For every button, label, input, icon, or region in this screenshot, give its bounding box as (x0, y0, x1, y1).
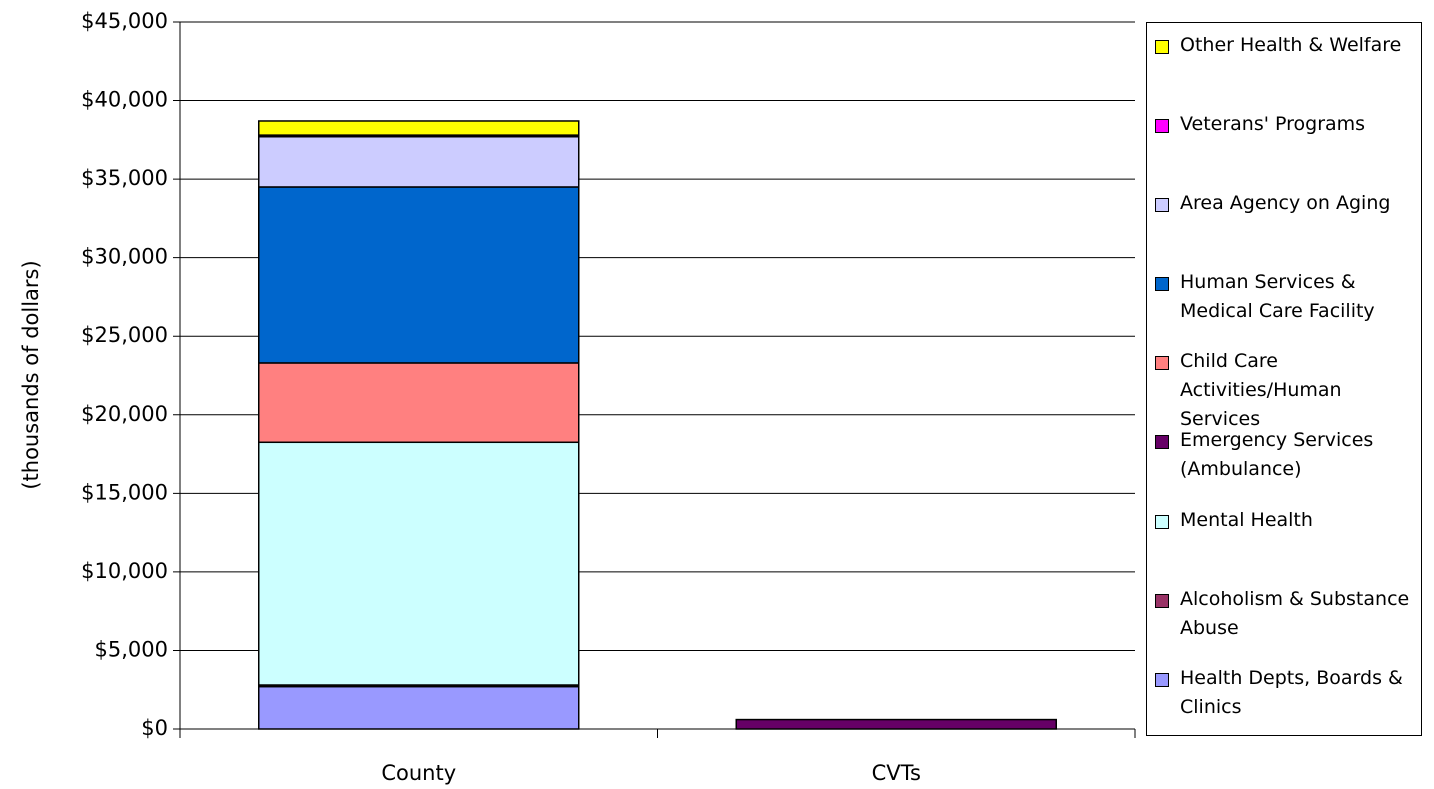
legend-label: Health Depts, Boards & Clinics (1180, 667, 1403, 718)
legend-label: Child Care Activities/Human Services (1180, 350, 1342, 430)
legend-swatch (1155, 356, 1169, 370)
legend-swatch (1155, 40, 1169, 54)
y-tick-label: $20,000 (81, 402, 168, 426)
legend: Other Health & Welfare Veterans' Programs… (1146, 22, 1422, 736)
legend-entry: Veterans' Programs (1155, 110, 1419, 139)
y-tick-label: $45,000 (81, 9, 168, 33)
legend-label: Alcoholism & Substance Abuse (1180, 588, 1410, 639)
bar-segment (735, 718, 1057, 730)
legend-entry: Child Care Activities/Human Services (1155, 347, 1419, 434)
y-tick-label: $5,000 (95, 637, 168, 661)
bar-segment (258, 362, 580, 444)
y-tick-label: $25,000 (81, 323, 168, 347)
y-tick-label: $0 (141, 716, 168, 740)
x-tick-label: CVTs (872, 761, 921, 785)
legend-swatch (1155, 673, 1169, 687)
chart: (thousands of dollars) $0 $5,000 $10,000 $1… (19, 9, 1136, 785)
legend-label: Human Services & Medical Care Facility (1180, 271, 1375, 322)
legend-label: Emergency Services (Ambulance) (1180, 429, 1374, 480)
legend-swatch (1155, 515, 1169, 529)
legend-label: Other Health & Welfare (1180, 34, 1402, 56)
legend-entry: Alcoholism & Substance Abuse (1155, 585, 1419, 643)
legend-swatch (1155, 594, 1169, 608)
bar-segment (258, 441, 580, 686)
legend-entry: Health Depts, Boards & Clinics (1155, 664, 1419, 722)
x-tick-label: County (381, 761, 456, 785)
legend-entry: Emergency Services (Ambulance) (1155, 426, 1419, 484)
y-tick-label: $10,000 (81, 559, 168, 583)
legend-entry: Other Health & Welfare (1155, 31, 1419, 60)
y-tick-label: $30,000 (81, 245, 168, 269)
legend-entry: Mental Health (1155, 506, 1419, 535)
y-axis-title: (thousands of dollars) (19, 260, 43, 489)
legend-label: Veterans' Programs (1180, 113, 1366, 135)
y-tick-label: $35,000 (81, 166, 168, 190)
y-tick-label: $40,000 (81, 88, 168, 112)
bar-segment (258, 135, 580, 188)
legend-entry: Area Agency on Aging (1155, 189, 1419, 218)
legend-entry: Human Services & Medical Care Facility (1155, 268, 1419, 326)
bar-segment (258, 120, 580, 136)
bar-segment (258, 186, 580, 364)
legend-swatch (1155, 435, 1169, 449)
y-tick-label: $15,000 (81, 480, 168, 504)
legend-swatch (1155, 198, 1169, 212)
legend-swatch (1155, 119, 1169, 133)
legend-label: Mental Health (1180, 509, 1313, 531)
legend-label: Area Agency on Aging (1180, 192, 1391, 214)
bar-segment (258, 685, 580, 730)
legend-swatch (1155, 277, 1169, 291)
